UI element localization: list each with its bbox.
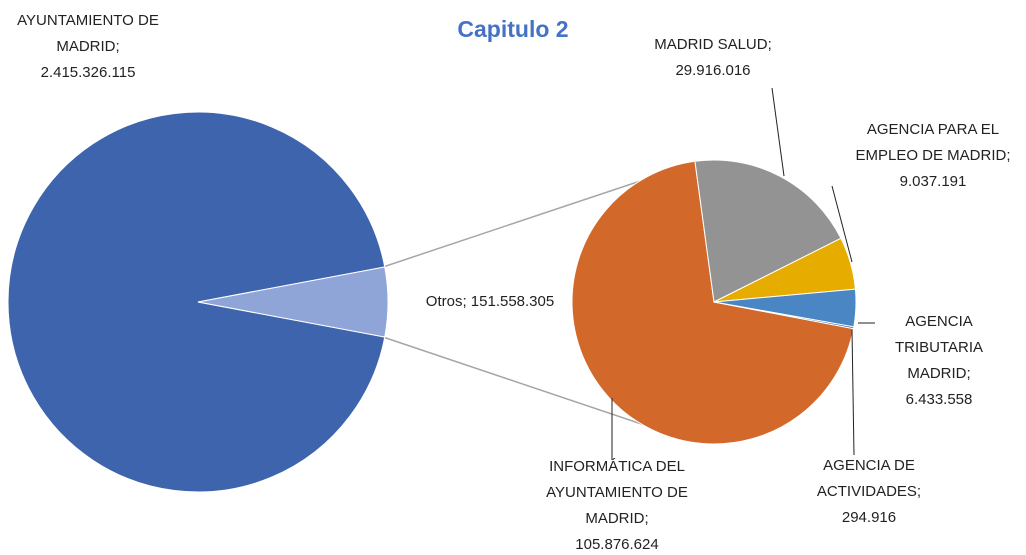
leader-line [851,329,855,456]
label-value: 29.916.016 [675,62,751,79]
chart-title: Capitulo 2 [457,16,569,42]
leader-line [771,87,785,177]
leader-line [831,185,853,263]
data-label: INFORMÁTICA DEL AYUNTAMIENTO DE MADRID; 1… [532,454,702,555]
label-category: AGENCIA DE ACTIVIDADES; [816,457,922,500]
pie-slice [197,266,389,338]
pie-slice [694,159,842,303]
data-label: AGENCIA TRIBUTARIA MADRID; 6.433.558 [880,309,998,413]
pie-slice [571,160,855,445]
label-category: AYUNTAMIENTO DE MADRID; [17,12,159,55]
data-label: MADRID SALUD; 29.916.016 [640,32,786,84]
label-category: INFORMÁTICA DEL AYUNTAMIENTO DE MADRID; [546,458,688,527]
label-value: 9.037.191 [899,173,967,190]
pie-slice [713,301,855,330]
label-value: 2.415.326.115 [40,64,136,81]
data-label: AYUNTAMIENTO DE MADRID; 2.415.326.115 [0,8,176,86]
label-category: AGENCIA TRIBUTARIA MADRID; [894,313,984,382]
leader-lines [611,87,875,460]
label-value: 6.433.558 [905,391,973,408]
pies [7,111,857,493]
data-label: Otros; 151.558.305 [402,289,578,315]
label-value: 151.558.305 [470,293,555,310]
connector-line [382,336,681,438]
data-label: AGENCIA PARA EL EMPLEO DE MADRID; 9.037.1… [838,117,1026,195]
pie-slice [7,111,386,493]
label-category: Otros; [425,293,467,310]
data-label: AGENCIA DE ACTIVIDADES; 294.916 [800,453,938,531]
label-category: AGENCIA PARA EL EMPLEO DE MADRID; [855,121,1011,164]
label-value: 105.876.624 [575,536,659,553]
label-value: 294.916 [841,509,897,526]
label-category: MADRID SALUD; [654,36,772,53]
